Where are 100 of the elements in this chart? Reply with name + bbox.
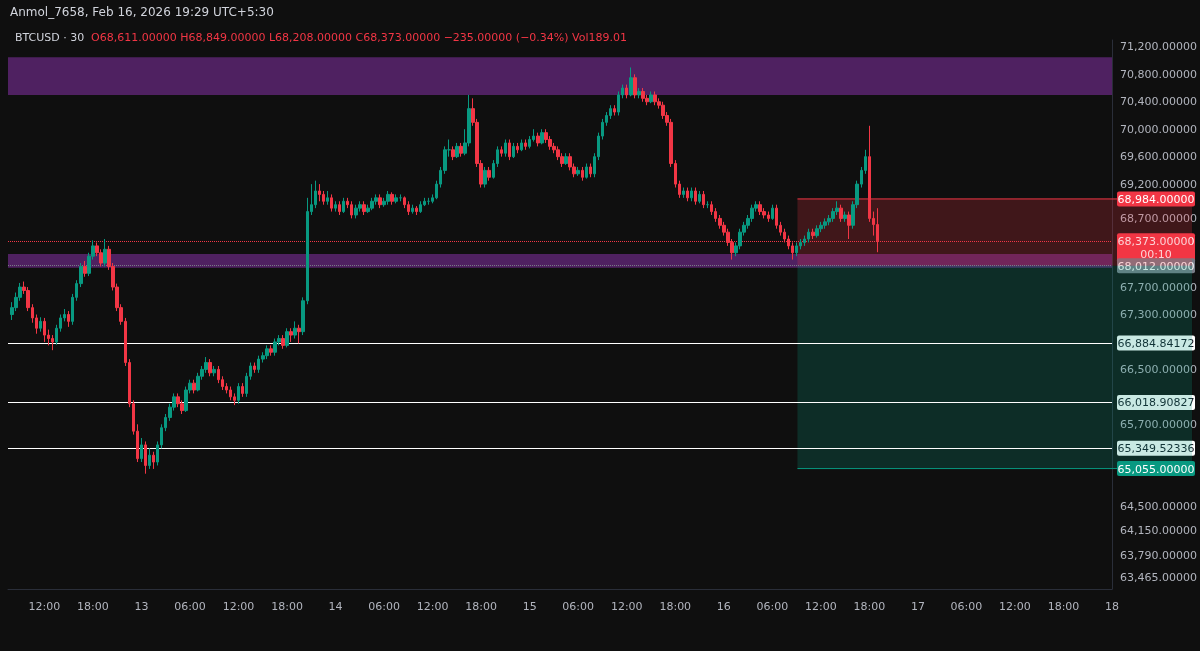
candlestick: [374, 193, 378, 206]
candlestick: [459, 142, 463, 158]
x-tick-label: 12:00: [416, 600, 449, 613]
x-tick-label: 16: [716, 600, 731, 613]
candlestick: [613, 104, 616, 116]
candlestick: [241, 382, 244, 398]
candlestick: [326, 190, 329, 206]
x-tick-label: 12:00: [999, 600, 1031, 613]
y-tick-label: 70,800.00000: [1120, 67, 1198, 81]
x-tick-label: 12:00: [805, 600, 837, 613]
candlestick: [265, 344, 269, 360]
ref-line-label: 65,349.52336: [1117, 442, 1195, 456]
y-tick-label: 67,700.00000: [1120, 280, 1198, 294]
candlestick: [589, 163, 592, 178]
candlestick: [637, 87, 641, 99]
candlestick: [411, 204, 414, 215]
candlestick: [386, 190, 390, 206]
candlestick: [354, 204, 358, 219]
candlestick: [237, 382, 240, 405]
y-tick-label: 63,465.00000: [1120, 571, 1198, 585]
x-tick-label: 17: [910, 600, 925, 613]
x-tick-label: 12:00: [28, 600, 61, 613]
text: Anmol_7658, Feb 16, 2026 19:29 UTC+5:30: [10, 5, 274, 19]
candlestick: [212, 365, 216, 377]
x-tick-label: 06:00: [562, 600, 595, 613]
candlestick: [293, 320, 297, 340]
candlestick: [633, 73, 637, 99]
candlestick: [289, 327, 293, 343]
candlestick: [504, 139, 507, 158]
y-tick-label: 65,700.00000: [1120, 417, 1198, 431]
candlestick: [148, 447, 151, 470]
y-tick-label: 69,600.00000: [1120, 150, 1198, 164]
x-tick-label: 06:00: [368, 600, 400, 613]
candlestick: [39, 316, 42, 333]
candlestick: [702, 190, 705, 209]
candlestick: [51, 334, 54, 351]
candlestick: [370, 197, 374, 211]
chart-title: BTCUSD · 30: [15, 31, 85, 44]
candlestick: [407, 200, 410, 216]
candlestick: [682, 187, 685, 199]
candlestick: [581, 166, 584, 182]
ref-line-label: 66,018.90827: [1117, 396, 1195, 410]
candlestick: [536, 132, 540, 147]
candlestick: [516, 142, 519, 154]
x-tick-label: 06:00: [950, 600, 983, 613]
x-tick-label: 18:00: [853, 600, 886, 613]
candlestick: [338, 200, 341, 216]
candlestick: [285, 327, 289, 348]
candlestick: [512, 142, 515, 159]
candlestick: [625, 84, 628, 99]
candlestick: [419, 200, 422, 214]
candlestick: [342, 197, 345, 214]
candlestick: [585, 163, 588, 180]
candlestick: [771, 204, 774, 221]
candlestick: [839, 204, 843, 223]
candlestick: [758, 200, 762, 216]
candlestick: [564, 152, 568, 166]
candlestick: [140, 437, 143, 463]
candlestick: [690, 187, 693, 202]
x-tick-label: 14: [328, 600, 343, 613]
candlestick: [281, 334, 285, 350]
candlestick: [653, 90, 657, 106]
candlestick: [576, 166, 580, 177]
candlestick: [330, 193, 333, 213]
candlestick: [641, 87, 645, 103]
candlestick: [83, 260, 87, 278]
ref-line-label: 68,012.00000: [1117, 259, 1195, 273]
x-tick-label: 18:00: [659, 600, 692, 613]
candlestick: [390, 191, 394, 206]
y-tick-label: 70,400.00000: [1120, 95, 1198, 109]
y-tick-label: 70,000.00000: [1120, 122, 1198, 136]
y-tick-label: 66,500.00000: [1120, 362, 1198, 376]
y-tick-label: 64,500.00000: [1120, 500, 1198, 514]
x-tick-label: 18:00: [271, 600, 303, 613]
y-tick-label: 68,700.00000: [1120, 211, 1198, 225]
candlestick: [273, 338, 277, 357]
x-tick-label: 18: [1105, 600, 1120, 613]
x-tick-label: 18:00: [77, 600, 109, 613]
candlestick: [807, 228, 810, 243]
candlestick: [334, 200, 337, 213]
y-tick-label: 69,200.00000: [1120, 177, 1198, 191]
candlestick: [318, 183, 321, 202]
x-tick-label: 15: [522, 600, 537, 613]
candlestick: [524, 139, 527, 151]
candlestick: [540, 128, 544, 145]
candlestick: [455, 142, 459, 159]
y-tick-label: 67,300.00000: [1120, 308, 1198, 321]
candlestick: [378, 193, 382, 209]
candlestick: [508, 139, 511, 161]
candlestick: [229, 386, 232, 401]
candlestick: [500, 145, 503, 158]
chart-subtitle: O68,611.00000 H68,849.00000 L68,208.00000 C68,373.00000 −235.00000 (−0.34%) Vol189.01: [91, 31, 628, 44]
candlestick: [350, 200, 353, 219]
candlestick: [192, 379, 196, 394]
candlestick: [649, 90, 653, 104]
y-tick-label: 64,150.00000: [1120, 524, 1198, 538]
candlestick: [43, 317, 46, 343]
candlestick: [815, 224, 819, 239]
data-label: 68,984.00000: [1117, 192, 1195, 206]
candlestick: [269, 344, 273, 357]
